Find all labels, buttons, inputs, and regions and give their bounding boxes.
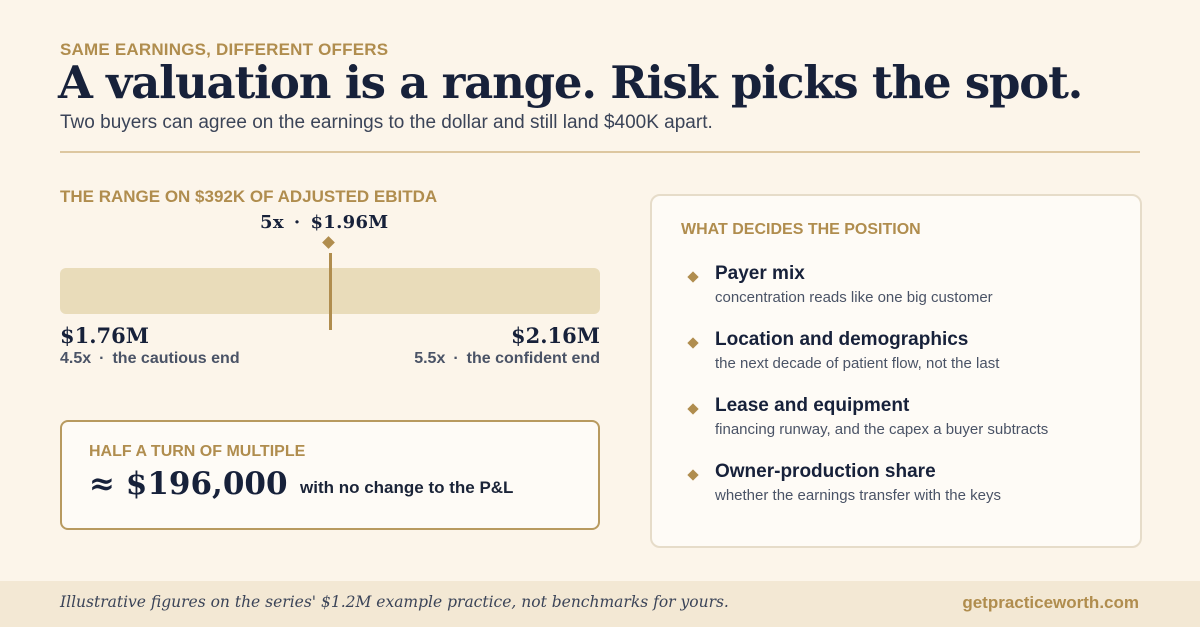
subtitle: Two buyers can agree on the earnings to … — [60, 112, 713, 133]
range-low-caption: 4.5x · the cautious end — [60, 350, 240, 368]
factors-title: WHAT DECIDES THE POSITION — [681, 221, 921, 238]
high-multiple: 5.5x — [414, 350, 446, 367]
page-title: A valuation is a range. Risk picks the s… — [58, 56, 1083, 109]
low-label: the cautious end — [112, 350, 240, 367]
range-marker-needle — [329, 253, 332, 330]
marker-separator: · — [293, 212, 301, 233]
factor-name: Lease and equipment — [715, 395, 910, 416]
factor-desc: financing runway, and the capex a buyer … — [715, 421, 1049, 438]
factor-name: Payer mix — [715, 263, 805, 284]
marker-multiple: 5x — [260, 212, 284, 233]
marker-diamond-icon — [322, 236, 335, 249]
low-multiple: 4.5x — [60, 350, 92, 367]
footer: Illustrative figures on the series' $1.2… — [0, 581, 1200, 627]
factor-name: Owner-production share — [715, 461, 936, 482]
diamond-bullet-icon — [687, 271, 699, 283]
diamond-bullet-icon — [687, 469, 699, 481]
callout-title: HALF A TURN OF MULTIPLE — [89, 443, 306, 460]
range-low-value: $1.76M — [60, 323, 150, 348]
range-marker-label: 5x · $1.96M — [260, 212, 389, 233]
high-label: the confident end — [466, 350, 600, 367]
factor-desc: concentration reads like one big custome… — [715, 289, 993, 306]
low-separator: · — [99, 350, 105, 367]
divider — [60, 151, 1140, 153]
range-title: THE RANGE ON $392K OF ADJUSTED EBITDA — [60, 187, 438, 206]
diamond-bullet-icon — [687, 337, 699, 349]
marker-value: $1.96M — [310, 212, 389, 233]
high-separator: · — [453, 350, 459, 367]
callout-value: ≈ $196,000 — [89, 466, 288, 502]
footnote: Illustrative figures on the series' $1.2… — [60, 593, 729, 611]
range-high-caption: 5.5x · the confident end — [414, 350, 600, 368]
factor-desc: whether the earnings transfer with the k… — [715, 487, 1001, 504]
callout-note: with no change to the P&L — [300, 478, 514, 497]
factor-name: Location and demographics — [715, 329, 969, 350]
range-high-value: $2.16M — [510, 323, 600, 348]
multiple-callout-card: HALF A TURN OF MULTIPLE ≈ $196,000 with … — [60, 420, 600, 530]
diamond-bullet-icon — [687, 403, 699, 415]
factor-desc: the next decade of patient flow, not the… — [715, 355, 1000, 372]
factors-panel: WHAT DECIDES THE POSITION Payer mix conc… — [650, 194, 1142, 548]
eyebrow: SAME EARNINGS, DIFFERENT OFFERS — [60, 40, 389, 59]
website-url: getpracticeworth.com — [962, 593, 1139, 612]
